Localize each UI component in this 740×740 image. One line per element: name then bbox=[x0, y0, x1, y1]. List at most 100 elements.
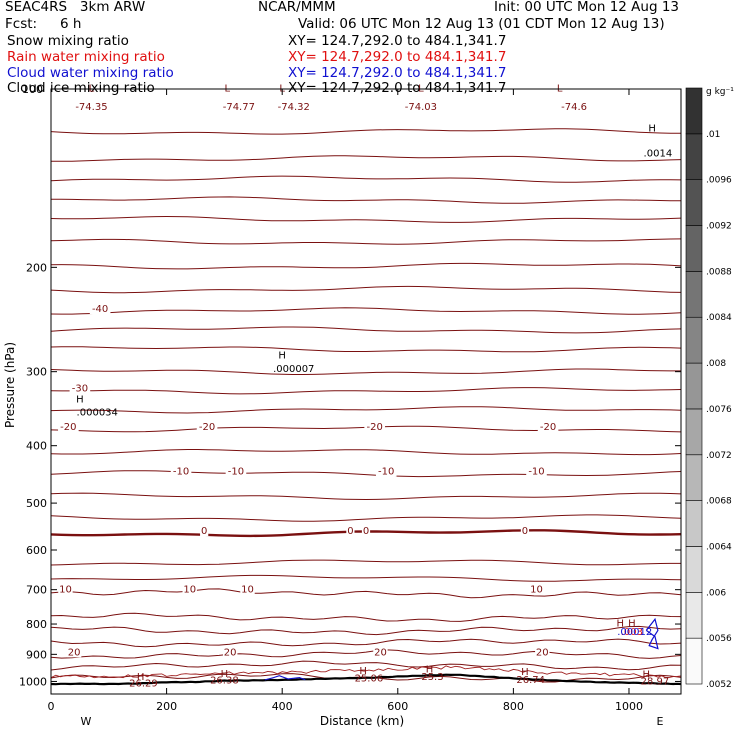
contour-line bbox=[51, 613, 681, 621]
direction-east: E bbox=[657, 715, 664, 728]
contour-line bbox=[51, 575, 681, 581]
contour-label: -74.32 bbox=[278, 102, 310, 113]
contour-line bbox=[51, 217, 681, 223]
high-marker: H bbox=[359, 666, 367, 677]
contour-label: -20 bbox=[199, 422, 215, 433]
contour-line bbox=[51, 471, 681, 477]
y-tick-label: 700 bbox=[26, 584, 47, 597]
plot-frame: 0 200 400 600 800 100020030040050060070080090… bbox=[19, 89, 681, 713]
x-tick-label: 400 bbox=[272, 700, 293, 713]
max-value-label: .00012 bbox=[617, 627, 652, 638]
colorbar-label: .006 bbox=[706, 588, 726, 598]
contour-line bbox=[51, 407, 681, 413]
colorbar-swatch bbox=[686, 638, 702, 684]
contour-label: -10 bbox=[528, 467, 544, 478]
contour-line bbox=[51, 286, 681, 292]
max-value-label: .000034 bbox=[77, 407, 118, 418]
y-tick-label: 200 bbox=[26, 261, 47, 274]
x-tick-label: 800 bbox=[503, 700, 524, 713]
max-value-label: .0014 bbox=[644, 149, 673, 160]
colorbar-label: .0096 bbox=[706, 176, 732, 186]
contour-label: 10 bbox=[183, 585, 196, 596]
contour-line bbox=[51, 589, 681, 598]
high-marker: H bbox=[137, 672, 145, 683]
contour-label: -20 bbox=[60, 422, 76, 433]
colorbar-label: .0084 bbox=[706, 313, 732, 323]
contour-label: -74.77 bbox=[223, 102, 255, 113]
contour-label: 20 bbox=[224, 647, 237, 658]
contour-line bbox=[51, 156, 681, 162]
high-marker: H bbox=[426, 665, 434, 676]
contour-line bbox=[51, 327, 681, 333]
contour-line bbox=[51, 388, 681, 394]
colorbar-label: .0092 bbox=[706, 222, 732, 232]
y-tick-top-label: 100 bbox=[22, 83, 43, 96]
x-tick-label: 1000 bbox=[615, 700, 643, 713]
colorbar-swatch bbox=[686, 226, 702, 272]
temperature-contours bbox=[51, 129, 681, 682]
high-marker: H bbox=[221, 669, 229, 680]
contour-label: -10 bbox=[173, 467, 189, 478]
contour-line bbox=[51, 626, 681, 634]
contour-label: 10 bbox=[59, 585, 72, 596]
colorbar-unit: g kg⁻¹ bbox=[706, 87, 734, 97]
colorbar-label: .008 bbox=[706, 359, 726, 369]
contour-label: -20 bbox=[366, 422, 382, 433]
cross-section-chart: -74.35 -74.77 -74.32 -74.03 -74.6-40-30-20 -2… bbox=[0, 0, 740, 740]
colorbar-swatch bbox=[686, 363, 702, 409]
high-marker: H bbox=[521, 667, 529, 678]
y-tick-label: 800 bbox=[26, 618, 47, 631]
contour-line bbox=[51, 263, 681, 269]
contour-line bbox=[51, 515, 681, 521]
y-axis-title: Pressure (hPa) bbox=[3, 342, 17, 428]
colorbar-swatch bbox=[686, 180, 702, 226]
colorbar-swatch bbox=[686, 88, 702, 134]
contour-line bbox=[51, 239, 681, 244]
colorbar-label: .0072 bbox=[706, 451, 732, 461]
contour-line bbox=[51, 650, 681, 659]
high-marker: H bbox=[643, 670, 651, 681]
x-tick-label: 200 bbox=[156, 700, 177, 713]
colorbar-swatch bbox=[686, 317, 702, 363]
direction-west: W bbox=[81, 715, 92, 728]
high-marker: H bbox=[76, 394, 84, 405]
contour-label: -74.6 bbox=[561, 102, 587, 113]
contour-label: -74.03 bbox=[405, 102, 437, 113]
contour-line bbox=[51, 176, 681, 182]
contour-label: 0 bbox=[347, 526, 353, 537]
colorbar: .0052.0056.006.0064.0068.0072.0076.008.0… bbox=[686, 88, 732, 690]
contour-label: 0 bbox=[522, 526, 528, 537]
contour-line bbox=[51, 197, 681, 203]
colorbar-swatch bbox=[686, 134, 702, 180]
colorbar-label: .0052 bbox=[706, 680, 732, 690]
contour-line bbox=[51, 369, 681, 375]
contour-label: -30 bbox=[72, 384, 88, 395]
x-tick-label: 0 bbox=[48, 700, 55, 713]
max-value-label: .000007 bbox=[273, 364, 314, 375]
contour-label: 0 bbox=[201, 526, 207, 537]
y-tick-label: 900 bbox=[26, 648, 47, 661]
contour-line bbox=[51, 347, 681, 352]
colorbar-label: .01 bbox=[706, 130, 720, 140]
colorbar-swatch bbox=[686, 455, 702, 501]
y-tick-label: 500 bbox=[26, 497, 47, 510]
contour-label: -10 bbox=[228, 467, 244, 478]
contour-label: -74.35 bbox=[75, 102, 107, 113]
high-marker: H bbox=[278, 350, 286, 361]
contour-line bbox=[51, 493, 681, 499]
y-tick-label: 300 bbox=[26, 366, 47, 379]
contour-label: 10 bbox=[530, 585, 543, 596]
colorbar-label: .0076 bbox=[706, 405, 732, 415]
cloud-contours bbox=[265, 619, 658, 680]
high-marker: H bbox=[648, 124, 656, 135]
colorbar-label: .0056 bbox=[706, 634, 732, 644]
contour-line bbox=[51, 450, 681, 455]
contour-label: -20 bbox=[540, 422, 556, 433]
contour-label: 20 bbox=[374, 647, 387, 658]
contour-label: 20 bbox=[536, 647, 549, 658]
colorbar-swatch bbox=[686, 546, 702, 592]
colorbar-label: .0088 bbox=[706, 267, 732, 277]
colorbar-swatch bbox=[686, 271, 702, 317]
colorbar-label: .0064 bbox=[706, 542, 732, 552]
x-tick-label: 600 bbox=[387, 700, 408, 713]
